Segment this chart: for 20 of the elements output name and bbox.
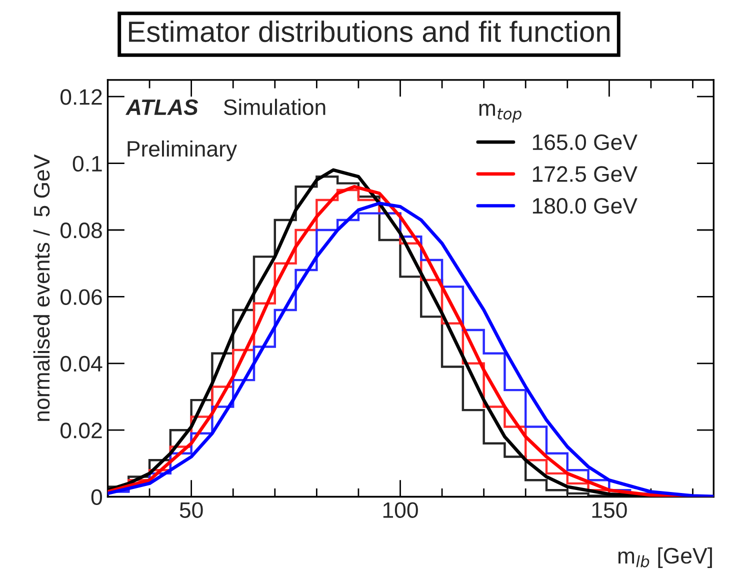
annotation: Preliminary — [128, 140, 238, 162]
annotation: ATLAS — [125, 99, 198, 116]
y-tick-label: 0.04 — [60, 356, 102, 372]
y-tick-label: 0.1 — [72, 156, 102, 172]
chart-title: Estimator distributions and fit function — [129, 20, 610, 42]
y-tick-label: 0 — [91, 489, 102, 506]
legend-title: m$_{top}$ — [479, 104, 522, 123]
legend-label: 165.0 GeV — [532, 134, 638, 150]
legend-label: 172.5 GeV — [532, 166, 638, 182]
x-tick-label: 100 — [383, 502, 418, 518]
y-tick-label: 0.12 — [60, 89, 102, 105]
x-axis-title: m$_{lb}$ [GeV] — [618, 547, 712, 568]
y-tick-label: 0.08 — [60, 222, 102, 238]
y-axis-title: normalised events / 5 GeV — [33, 154, 50, 421]
x-tick-label: 150 — [592, 502, 627, 518]
annotation: Simulation — [224, 98, 326, 116]
legend-label: 180.0 GeV — [532, 198, 638, 214]
y-tick-label: 0.06 — [60, 289, 102, 305]
x-tick-label: 50 — [180, 502, 203, 518]
y-tick-label: 0.02 — [60, 422, 102, 438]
